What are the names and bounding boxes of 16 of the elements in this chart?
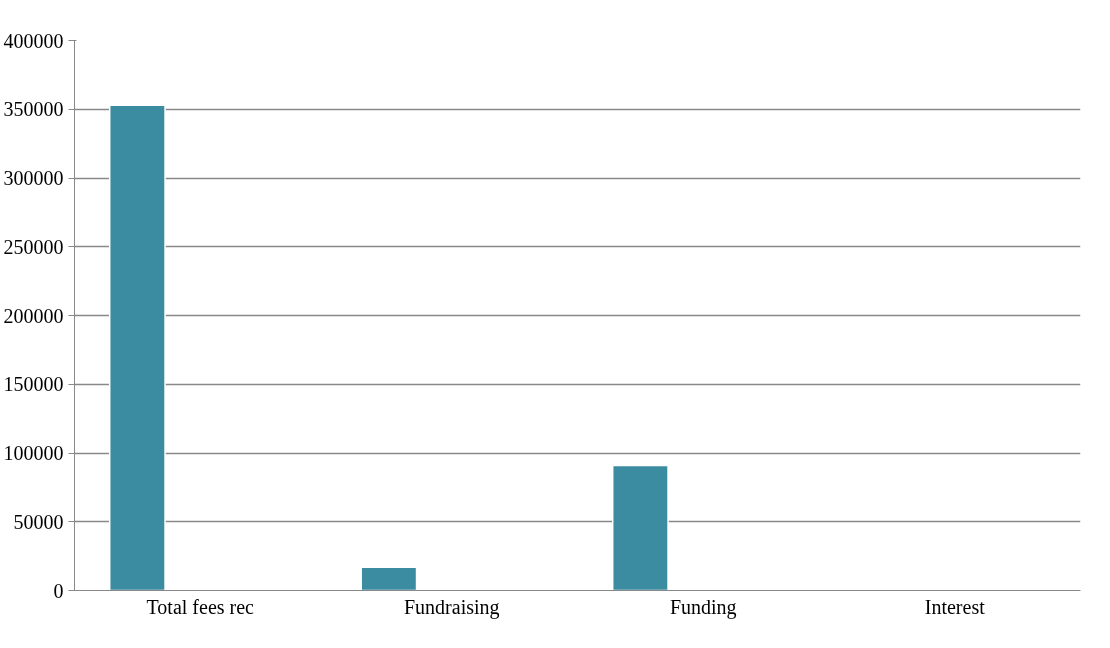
x-tick-label: Funding xyxy=(669,595,737,619)
x-tick-label: Interest xyxy=(924,595,986,618)
y-tick-label: 150000 xyxy=(3,373,64,396)
y-tick-label: 100000 xyxy=(3,442,64,464)
bar xyxy=(360,566,418,591)
x-tick-label: Fundraising xyxy=(403,595,500,619)
y-tick-label: 400000 xyxy=(3,29,64,52)
y-tick-label: 250000 xyxy=(3,235,64,258)
y-tick-label: 50000 xyxy=(13,510,64,533)
y-tick-label: 300000 xyxy=(3,167,64,189)
x-tick-label: Total fees rec xyxy=(146,595,255,618)
bar xyxy=(611,464,669,591)
y-tick-label: 350000 xyxy=(3,98,64,121)
bar xyxy=(108,104,166,591)
y-tick-label: 200000 xyxy=(3,304,64,327)
y-tick-label: 0 xyxy=(53,579,64,602)
